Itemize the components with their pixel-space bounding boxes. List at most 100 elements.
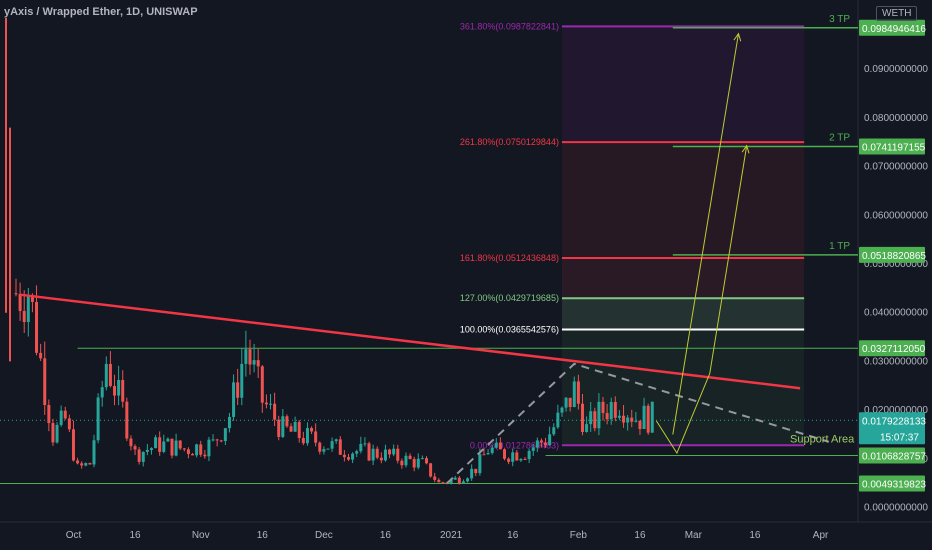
level-price-tag-box: [859, 340, 925, 357]
candle-body: [466, 478, 470, 482]
candle-body: [39, 352, 43, 359]
candle-body: [576, 381, 580, 404]
target-price-tag: 0.0518820865: [862, 251, 926, 262]
time-tick-label: Nov: [192, 530, 210, 541]
candle-body: [215, 439, 219, 441]
candle-body: [408, 455, 412, 459]
candle-body: [429, 463, 433, 477]
candle-body: [511, 452, 515, 462]
candle-body: [482, 454, 486, 456]
projection-arrow-2-head: [741, 144, 750, 154]
candle-body: [236, 382, 240, 398]
price-tick-label: 0.0200000000: [864, 405, 928, 416]
candle-body: [634, 420, 638, 422]
candle-body: [539, 440, 543, 443]
candle-body: [552, 427, 556, 435]
candle-body: [556, 412, 560, 428]
chart-title: yAxis / Wrapped Ether, 1D, UNISWAP: [4, 6, 198, 18]
countdown-timer: 15:07:37: [880, 432, 919, 443]
candle-body: [129, 438, 133, 447]
currency-badge[interactable]: WETH: [876, 6, 918, 21]
fib-level-label: 361.80%(0.0987822841): [460, 21, 559, 31]
candle-body: [642, 405, 646, 429]
candle-body: [14, 293, 18, 295]
candle-body: [593, 411, 597, 429]
candle-body: [560, 407, 564, 413]
candle-body: [227, 416, 231, 429]
candle-body: [437, 479, 441, 483]
target-price-tag: 0.0741197155: [862, 143, 926, 154]
candle-body: [141, 451, 145, 462]
candle-body: [47, 404, 51, 424]
fib-level-label: 100.00%(0.0365542576): [460, 324, 559, 334]
price-tick-label: 0.0300000000: [864, 356, 928, 367]
fib-zones: [561, 26, 805, 446]
candle-body: [478, 454, 482, 474]
target-price-tag: 0.0984946416: [862, 24, 926, 35]
candle-body: [71, 429, 75, 461]
level-price-tag-box: [859, 447, 925, 464]
candle-body: [133, 446, 137, 450]
candle-body: [281, 416, 285, 437]
time-tick-label: Dec: [315, 530, 333, 541]
candle-body: [108, 363, 112, 386]
candle-body: [59, 410, 63, 425]
projection-path: [655, 373, 711, 455]
price-axis[interactable]: 0.00000000000.01000000000.02000000000.03…: [859, 19, 928, 514]
candle-body: [441, 482, 445, 484]
candle-body: [355, 451, 359, 454]
projection-arrow-2: [709, 145, 748, 374]
time-tick-label: 16: [380, 530, 392, 541]
candle-body: [186, 449, 190, 454]
candle-body: [84, 463, 88, 466]
candle-body: [330, 441, 334, 449]
candle-body: [404, 455, 408, 466]
candle-body: [342, 454, 346, 458]
candle-body: [363, 443, 367, 445]
time-tick-label: 16: [257, 530, 269, 541]
candle-body: [585, 424, 589, 433]
candle-body: [601, 401, 605, 414]
candle-body: [334, 439, 338, 442]
target-price-tag-box: [859, 138, 925, 155]
candle-body: [646, 405, 650, 433]
candle-body: [605, 413, 609, 420]
target-name-label: 3 TP: [829, 14, 850, 25]
level-price-tag: 0.0327112050: [862, 344, 926, 355]
candle-body: [174, 440, 178, 456]
candle-body: [55, 424, 59, 443]
candle-body: [502, 449, 506, 459]
candle-body: [622, 415, 626, 423]
candle-body: [162, 441, 166, 452]
candle-body: [67, 418, 71, 430]
candle-body: [519, 458, 523, 461]
candle-body: [638, 420, 642, 429]
candle-body: [548, 434, 552, 446]
candle-body: [260, 366, 264, 403]
target-price-tag-box: [859, 19, 925, 36]
time-axis[interactable]: Oct 16 Nov 16 Dec 16 2021 16 Feb 16 Mar 16 Apr: [66, 530, 829, 541]
candle-body: [416, 458, 420, 468]
candle-body: [544, 442, 548, 446]
time-tick-label: 16: [749, 530, 761, 541]
candle-body: [166, 438, 170, 442]
candle-body: [470, 468, 474, 479]
price-tick-label: 0.0700000000: [864, 162, 928, 173]
candle-body: [609, 402, 613, 420]
candle-body: [18, 293, 22, 311]
price-tick-label: 0.0800000000: [864, 113, 928, 124]
candle-body: [613, 402, 617, 418]
candle-body: [379, 457, 383, 461]
candle-body: [51, 423, 55, 443]
candle-body: [203, 454, 207, 457]
candle-body: [145, 450, 149, 452]
candle-body: [494, 442, 498, 448]
candle-body: [191, 453, 195, 456]
level-price-tag-box: [859, 475, 925, 492]
fib-level-label: 0.00%(0.0127869483): [470, 440, 559, 450]
candle-body: [100, 387, 104, 398]
candle-body: [474, 468, 478, 474]
projection-arrow-1: [672, 33, 739, 435]
candle-body: [182, 448, 186, 450]
